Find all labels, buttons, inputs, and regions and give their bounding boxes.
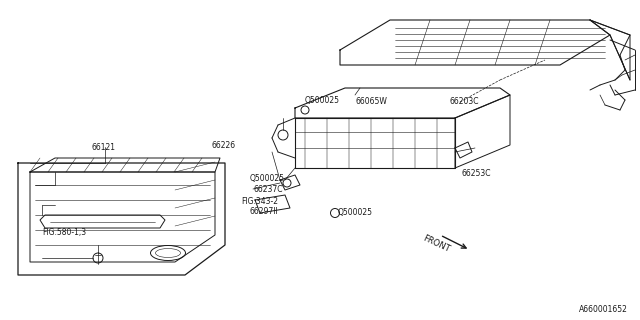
Text: FRONT: FRONT bbox=[421, 234, 451, 254]
Text: FIG.580-1,3: FIG.580-1,3 bbox=[42, 228, 86, 236]
Text: Q500025: Q500025 bbox=[338, 207, 373, 217]
Text: Q500025: Q500025 bbox=[250, 173, 285, 182]
Text: 66253C: 66253C bbox=[462, 169, 492, 178]
Text: 66065W: 66065W bbox=[355, 97, 387, 106]
Text: 66203C: 66203C bbox=[450, 97, 479, 106]
Text: 66121: 66121 bbox=[92, 142, 116, 151]
Polygon shape bbox=[40, 215, 165, 228]
Text: 66237C: 66237C bbox=[254, 185, 284, 194]
Text: FIG.343-2: FIG.343-2 bbox=[241, 196, 278, 205]
Text: A660001652: A660001652 bbox=[579, 305, 628, 314]
Text: 66226: 66226 bbox=[212, 140, 236, 149]
Ellipse shape bbox=[150, 245, 186, 260]
Text: 66297II: 66297II bbox=[249, 207, 278, 217]
Ellipse shape bbox=[156, 249, 180, 258]
Text: Q500025: Q500025 bbox=[305, 97, 340, 106]
